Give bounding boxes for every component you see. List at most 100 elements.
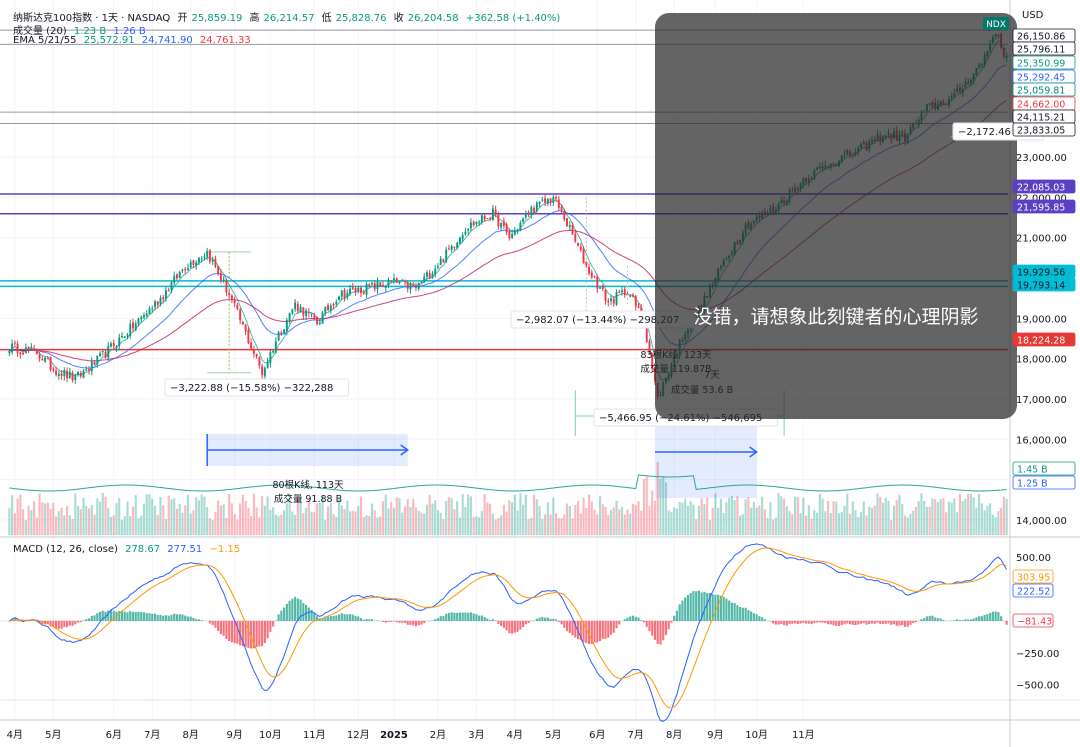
macd-histogram-bar — [233, 620, 236, 644]
volume-bar — [876, 493, 879, 535]
candle — [582, 246, 585, 264]
candle — [574, 229, 577, 243]
time-tick-label: 9月 — [226, 729, 242, 741]
candle — [502, 217, 505, 229]
macd-histogram-bar — [991, 611, 994, 621]
candle — [343, 288, 346, 302]
macd-histogram-bar — [805, 620, 808, 624]
candle-body — [230, 295, 233, 300]
volume-bar — [546, 502, 549, 535]
macd-histogram-bar — [71, 620, 74, 626]
macd-histogram-bar — [250, 620, 253, 649]
macd-histogram-bar — [184, 615, 187, 621]
signal-value: 277.51 — [167, 544, 203, 555]
candle — [173, 271, 176, 286]
candle — [464, 227, 467, 236]
candle-body — [469, 222, 472, 229]
macd-histogram-bar — [843, 620, 846, 625]
ema55-value: 24,761.33 — [199, 35, 251, 46]
macd-axis-badge: 303.95 — [1012, 569, 1054, 584]
volume-bar — [96, 498, 99, 535]
volume-bar — [175, 508, 179, 535]
volume-bar — [769, 502, 772, 535]
candle — [535, 201, 538, 213]
macd-histogram-bar — [700, 592, 703, 621]
candle — [439, 255, 442, 266]
candle — [360, 285, 362, 298]
price-axis-badge-text: 25,796.11 — [1017, 45, 1065, 56]
macd-histogram-bar — [972, 618, 975, 621]
volume-bar — [329, 502, 332, 535]
candle-body — [362, 292, 365, 294]
volume-bar — [368, 516, 371, 535]
candle-body — [299, 306, 302, 313]
volume-bar — [478, 517, 481, 535]
volume-bar — [236, 519, 239, 535]
candle-body — [186, 267, 189, 270]
candle-body — [382, 285, 384, 287]
candle-body — [415, 286, 417, 289]
macd-histogram-bar — [447, 612, 451, 621]
volume-bar — [30, 510, 33, 535]
candle-body — [349, 288, 351, 294]
macd-histogram-bar — [607, 620, 610, 638]
volume-bar — [620, 507, 624, 535]
macd-histogram-bar — [442, 616, 445, 621]
price-axis-badge: 1.25 B — [1012, 475, 1076, 490]
candle — [552, 195, 555, 207]
candle-body — [181, 269, 184, 271]
volume-bar — [524, 494, 527, 535]
candle-body — [57, 373, 60, 376]
candle — [486, 218, 489, 220]
volume-bar — [733, 500, 736, 535]
candle — [134, 320, 137, 332]
macd-histogram-bar — [846, 620, 849, 624]
candle-body — [401, 279, 404, 281]
macd-histogram-bar — [277, 614, 280, 621]
candle — [453, 246, 456, 251]
macd-histogram-bar — [219, 620, 222, 635]
volume-bar — [310, 511, 313, 535]
volume-bar — [219, 505, 222, 535]
candle — [406, 280, 409, 293]
macd-histogram-bar — [467, 612, 470, 621]
time-tick-label: 5月 — [45, 729, 61, 741]
volume-bar — [659, 478, 662, 535]
volume-bar — [258, 516, 261, 535]
candle — [404, 279, 406, 286]
candle — [38, 351, 41, 362]
candle — [30, 343, 33, 351]
candle — [219, 268, 222, 284]
volume-bar — [46, 502, 49, 535]
macd-histogram-bar — [967, 619, 970, 621]
volume-bar — [255, 507, 258, 535]
candle-body — [24, 347, 27, 354]
candle-body — [244, 325, 247, 332]
macd-histogram-bar — [167, 615, 170, 621]
candle-body — [601, 286, 604, 290]
macd-histogram-bar — [483, 617, 486, 621]
candle-body — [327, 305, 330, 311]
macd-histogram-bar — [101, 610, 104, 621]
volume-bar — [601, 504, 604, 535]
volume-bar — [541, 518, 544, 535]
macd-histogram-bar — [538, 617, 541, 621]
candle-body — [623, 288, 626, 296]
candle-body — [307, 311, 310, 314]
macd-histogram-bar — [772, 620, 775, 624]
candle-body — [316, 316, 319, 325]
candle-body — [27, 346, 30, 350]
macd-histogram-bar — [348, 614, 352, 621]
candle-body — [607, 300, 610, 303]
volume-bar — [574, 504, 577, 535]
volume-bar — [494, 519, 497, 535]
candle-body — [35, 348, 38, 355]
price-axis-badge: 24,115.21 — [1012, 109, 1076, 124]
macd-histogram-bar — [755, 614, 758, 621]
candle — [217, 265, 220, 276]
candle — [16, 340, 19, 357]
time-tick-label: 6月 — [106, 729, 122, 741]
candle-body — [404, 280, 406, 282]
macd-histogram-bar — [783, 620, 786, 626]
